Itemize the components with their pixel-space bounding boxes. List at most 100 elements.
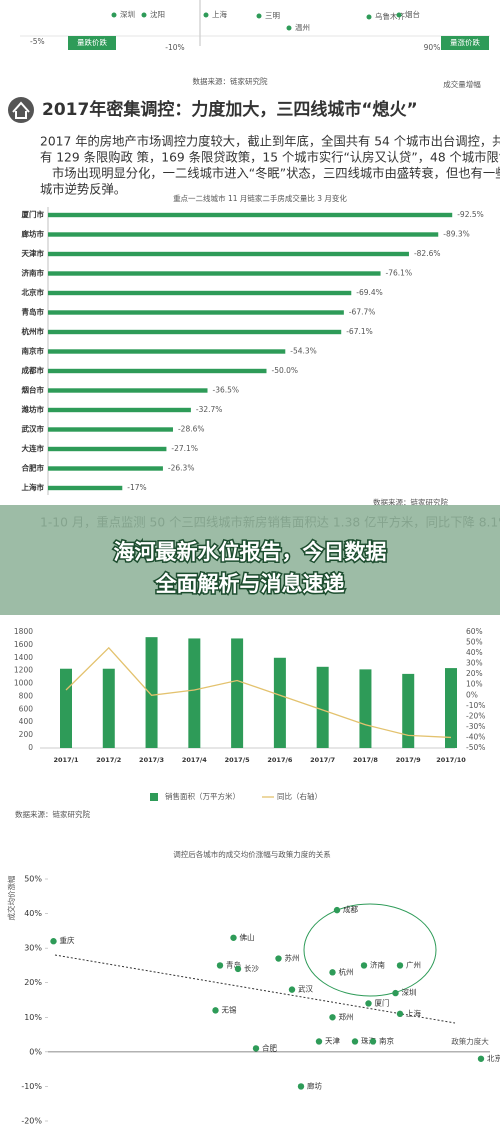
bar xyxy=(60,668,72,748)
point xyxy=(315,1038,323,1045)
y-tick-label: 40% xyxy=(24,909,42,918)
category-label: 南京市 xyxy=(22,346,45,356)
fragment-dot xyxy=(111,12,117,18)
point xyxy=(369,1038,377,1045)
y2-tick-label: 30% xyxy=(466,659,483,668)
tag-box xyxy=(441,36,489,50)
fragment-dot xyxy=(366,14,372,20)
y-tick-label: 50% xyxy=(24,875,42,884)
bar xyxy=(145,637,158,748)
x-tick-label: 2017/8 xyxy=(353,756,378,764)
point xyxy=(329,1014,336,1021)
value-label: -32.7% xyxy=(196,405,223,414)
point xyxy=(212,1007,219,1014)
point xyxy=(396,962,404,969)
value-label: -82.6% xyxy=(414,249,441,258)
y-tick-label: 1000 xyxy=(14,679,33,688)
y-tick-label: 800 xyxy=(19,691,34,700)
category-label: 武汉市 xyxy=(22,424,45,434)
point xyxy=(365,1000,372,1007)
paragraph-line: 有 129 条限购政 策，169 条限贷政策，15 个城市实行“认房又认贷”，4… xyxy=(40,150,500,165)
fragment-dot xyxy=(286,25,292,31)
point-label: 南京 xyxy=(379,1035,394,1045)
chart-title: 重点一二线城市 11 月链家二手房成交量比 3 月变化 xyxy=(173,193,347,203)
point xyxy=(392,989,399,997)
fragment-label: 三明 xyxy=(265,11,280,20)
point xyxy=(234,965,242,973)
bar xyxy=(48,232,439,237)
value-label: -69.4% xyxy=(356,288,383,297)
category-label: 杭州市 xyxy=(22,326,45,336)
y2-tick-label: -10% xyxy=(466,701,485,710)
x-axis-label: 成交量增幅 xyxy=(443,79,481,89)
bar xyxy=(48,251,409,257)
bar xyxy=(316,666,329,748)
fragment-label: 烟台 xyxy=(405,9,420,19)
line-series xyxy=(65,646,452,739)
source: 数据来源：链家研究院 xyxy=(15,809,90,819)
bar xyxy=(231,638,244,748)
y-tick-label: 400 xyxy=(19,717,34,726)
value-label: -28.6% xyxy=(178,425,205,434)
x-tick-label: 2017/3 xyxy=(139,756,164,764)
banner-title: 海河最新水位报告，今日数据 xyxy=(114,540,387,564)
category-label: 青岛市 xyxy=(22,307,45,317)
point-label: 合肥 xyxy=(262,1042,277,1052)
x-axis-label: 政策力度大 xyxy=(451,1036,489,1046)
value-label: -67.7% xyxy=(349,308,376,317)
point-label: 珠海 xyxy=(361,1035,376,1045)
y-axis-label: 成交均价涨幅 xyxy=(6,875,16,920)
point-label: 无锡 xyxy=(222,1005,237,1014)
point xyxy=(333,906,341,914)
x-tick-label: 2017/7 xyxy=(310,756,335,764)
x-tick-label: 2017/1 xyxy=(54,756,79,764)
point xyxy=(50,938,57,945)
banner xyxy=(0,505,500,615)
point xyxy=(351,1038,359,1045)
fragment-dot xyxy=(396,12,402,18)
bar xyxy=(48,485,123,491)
category-label: 大连市 xyxy=(22,443,45,453)
y2-tick-label: -30% xyxy=(466,722,485,731)
point-label: 廊坊 xyxy=(307,1080,322,1090)
tag-box xyxy=(68,36,116,50)
value-label: -67.1% xyxy=(346,327,373,336)
value-label: -54.3% xyxy=(290,347,317,356)
bar xyxy=(48,388,208,393)
fragment-label: 乌鲁木齐 xyxy=(375,11,405,21)
category-label: 廊坊市 xyxy=(22,229,45,239)
point xyxy=(216,962,224,969)
bar xyxy=(48,466,163,471)
point xyxy=(297,1083,305,1090)
fragment-label: 温州 xyxy=(295,23,310,32)
point xyxy=(288,986,296,993)
point xyxy=(329,969,336,976)
y-tick-label: 600 xyxy=(19,704,34,713)
value-label: -76.1% xyxy=(386,269,413,278)
point-label: 重庆 xyxy=(60,935,75,945)
category-label: 合肥市 xyxy=(22,463,45,473)
heading-icon xyxy=(8,97,34,123)
y-tick-label: 1200 xyxy=(14,666,33,675)
value-label: -92.5% xyxy=(457,210,484,219)
x-tick-label: 2017/10 xyxy=(436,756,466,764)
paragraph-line: 2017 年的房地产市场调控力度较大，截止到年底，全国共有 54 个城市出台调控… xyxy=(40,134,500,149)
y2-tick-label: -20% xyxy=(466,711,485,720)
bar xyxy=(402,673,415,748)
point-label: 天津 xyxy=(325,1036,340,1045)
bar xyxy=(48,427,173,432)
bar xyxy=(188,638,201,748)
category-label: 济南市 xyxy=(22,268,45,278)
y-tick-label: -10% xyxy=(21,1082,42,1091)
point-label: 苏州 xyxy=(285,953,300,963)
category-label: 厦门市 xyxy=(22,209,45,219)
source: 数据来源：链家研究院 xyxy=(193,76,268,86)
point-label: 广州 xyxy=(406,959,421,969)
point-label: 郑州 xyxy=(339,1011,354,1021)
point-label: 上海 xyxy=(406,1008,421,1018)
fragment-label: 深圳 xyxy=(120,9,135,19)
fragment-tick: -5% xyxy=(30,37,45,46)
x-tick-label: 2017/5 xyxy=(225,756,250,764)
fragment-label: 上海 xyxy=(212,9,227,19)
